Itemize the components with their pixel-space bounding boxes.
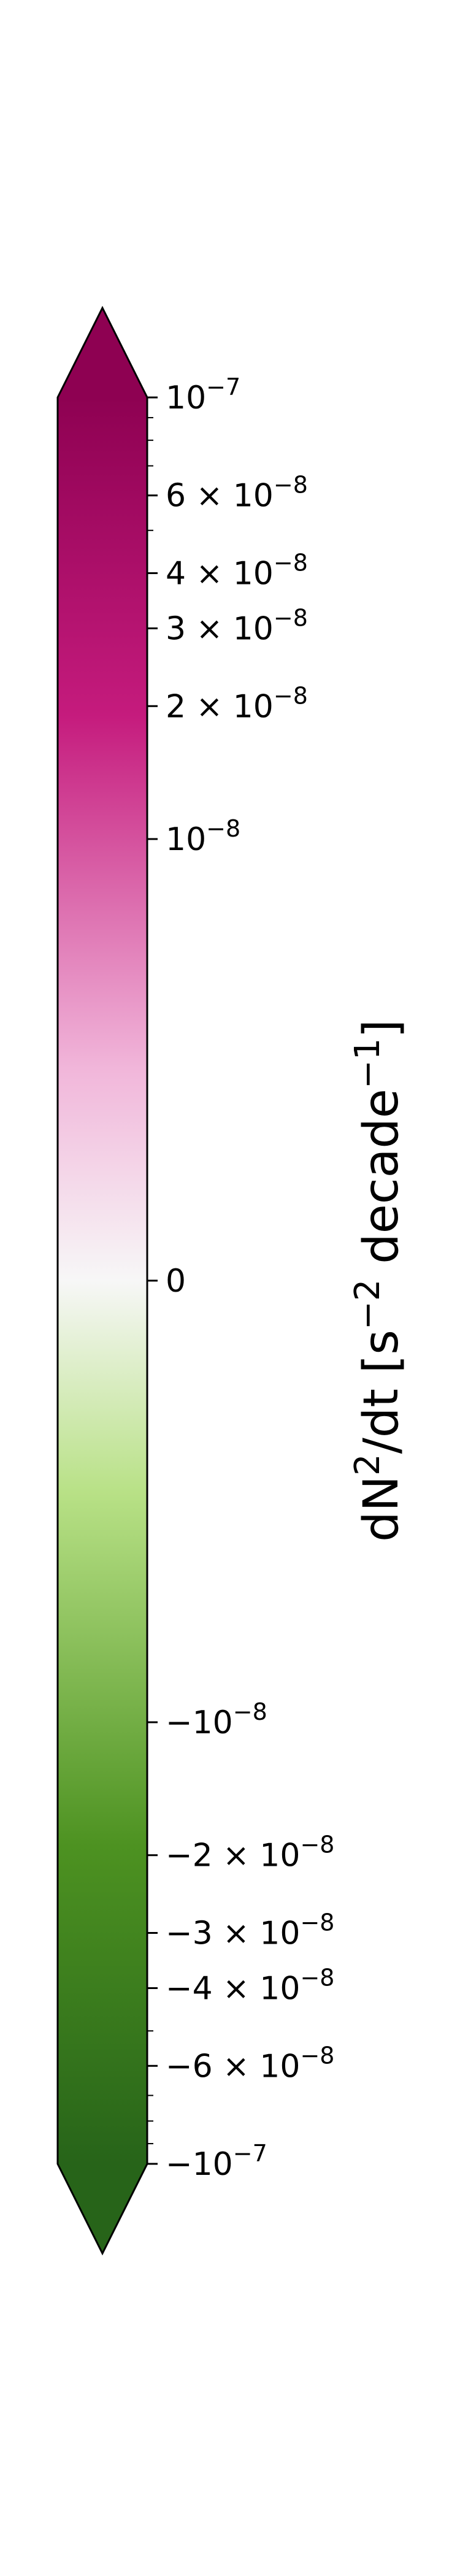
major-ticks xyxy=(147,396,158,2165)
colorbar-axis-label: dN2/dt [s−2 decade−1] xyxy=(348,1019,409,1542)
tick-label-12: −10−7 xyxy=(166,2140,267,2183)
tick-labels: 10−7 6 × 10−8 4 × 10−8 3 × 10−8 2 × 10−8 10−8… xyxy=(166,374,334,2183)
tick-label-3: 3 × 10−8 xyxy=(166,604,308,647)
tick-label-10: −4 × 10−8 xyxy=(166,1964,334,2007)
colorbar-extend-max-triangle xyxy=(58,308,147,397)
colorbar xyxy=(56,305,148,2256)
tick-label-9: −3 × 10−8 xyxy=(166,1909,334,1952)
tick-label-2: 4 × 10−8 xyxy=(166,550,308,592)
tick-label-11: −6 × 10−8 xyxy=(166,2042,334,2085)
tick-label-6: 0 xyxy=(166,1263,186,1300)
colorbar-gradient-body xyxy=(58,397,147,2164)
minor-ticks xyxy=(147,416,153,2145)
tick-label-7: −10−8 xyxy=(166,1698,267,1741)
tick-label-1: 6 × 10−8 xyxy=(166,472,308,515)
tick-label-8: −2 × 10−8 xyxy=(166,1831,334,1874)
tick-label-0: 10−7 xyxy=(166,374,240,416)
tick-label-5: 10−8 xyxy=(166,815,240,858)
tick-label-4: 2 × 10−8 xyxy=(166,682,308,725)
colorbar-extend-min-triangle xyxy=(58,2164,147,2253)
